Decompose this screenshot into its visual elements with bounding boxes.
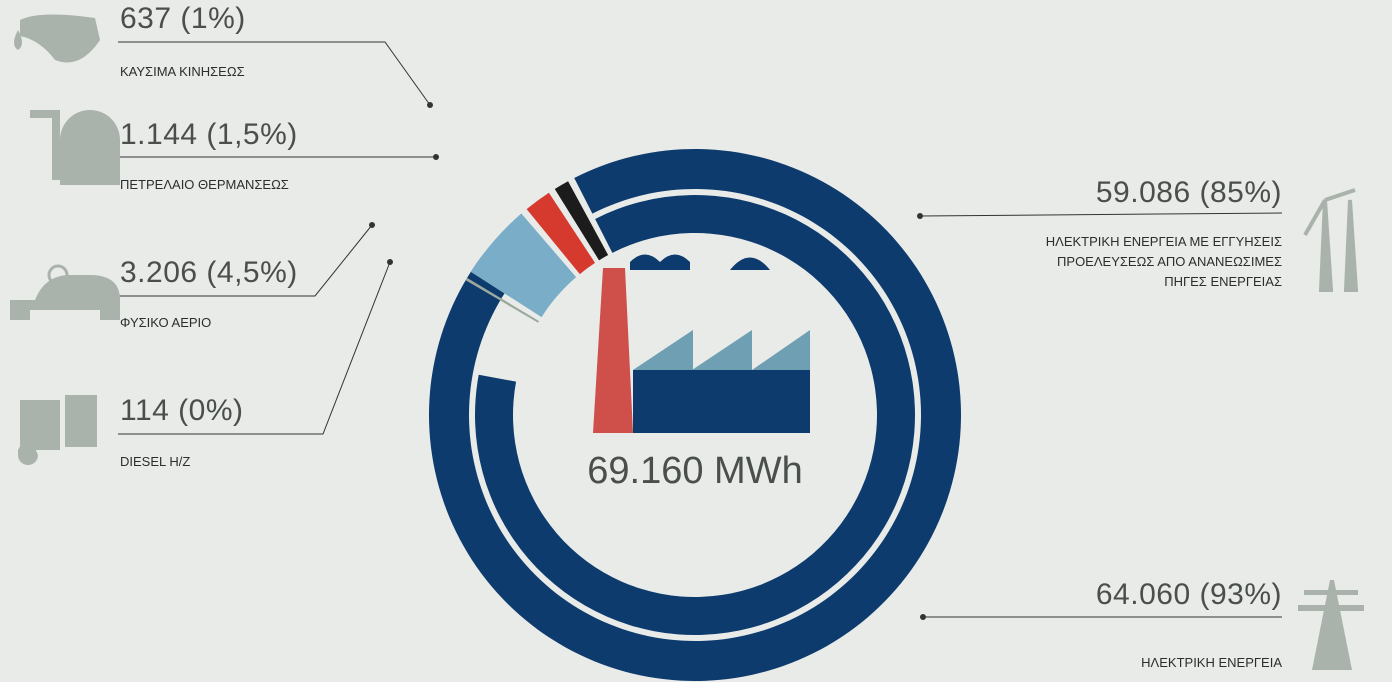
diesel-icon: [18, 395, 97, 465]
leader-line: [118, 41, 431, 106]
drop-icon: [14, 30, 22, 50]
leader-dot: [369, 222, 375, 228]
icons: [10, 14, 1364, 670]
leader-line: [118, 224, 373, 297]
leader-dot: [917, 213, 923, 219]
roof: [633, 330, 810, 370]
leader-line: [919, 212, 1283, 217]
leader-dots: [369, 102, 926, 620]
value-label: 637 (1%): [120, 2, 246, 35]
value-label: 1.144 (1,5%): [120, 118, 298, 151]
center-label: 69.160 MWh: [587, 450, 803, 492]
leader-lines: [118, 41, 1283, 618]
leader-dot: [427, 102, 433, 108]
segment: [465, 277, 540, 323]
category-label: DIESEL H/Z: [120, 454, 191, 469]
category-label: ΗΛΕΚΤΡΙΚΗ ΕΝΕΡΓΕΙΑ: [1141, 655, 1282, 670]
segment: [554, 181, 609, 261]
valve-icon: [47, 264, 69, 286]
category-label: ΠΕΤΡΕΛΑΙΟ ΘΕΡΜΑΝΣΕΩΣ: [120, 177, 289, 192]
rings: [428, 149, 961, 682]
gas-icon: [10, 275, 120, 320]
smoke: [730, 257, 770, 270]
segment: [526, 192, 596, 275]
leader-line: [118, 261, 391, 435]
value-label: 64.060 (93%): [1095, 578, 1282, 611]
factory: [593, 254, 810, 433]
leader-dot: [433, 154, 439, 160]
building: [633, 370, 810, 433]
heating-icon: [30, 110, 120, 185]
category-label: ΦΥΣΙΚΟ ΑΕΡΙΟ: [120, 315, 212, 330]
category-label: ΚΑΥΣΙΜΑ ΚΙΝΗΣΕΩΣ: [120, 64, 245, 79]
value-label: 59.086 (85%): [1095, 176, 1282, 209]
fuel-icon: [20, 14, 100, 63]
category-label: ΗΛΕΚΤΡΙΚΗ ΕΝΕΡΓΕΙΑ ΜΕ ΕΓΓΥΗΣΕΙΣ ΠΡΟΕΛΕΥΣ…: [1045, 234, 1282, 289]
leader-dot: [387, 259, 393, 265]
smoke: [630, 254, 690, 270]
chimney: [593, 268, 633, 433]
wind-icon: [1303, 188, 1359, 292]
pylon-icon: [1298, 580, 1364, 670]
value-label: 3.206 (4,5%): [120, 256, 298, 289]
segment: [470, 213, 577, 318]
leader-dot: [920, 614, 926, 620]
value-label: 114 (0%): [120, 394, 244, 427]
